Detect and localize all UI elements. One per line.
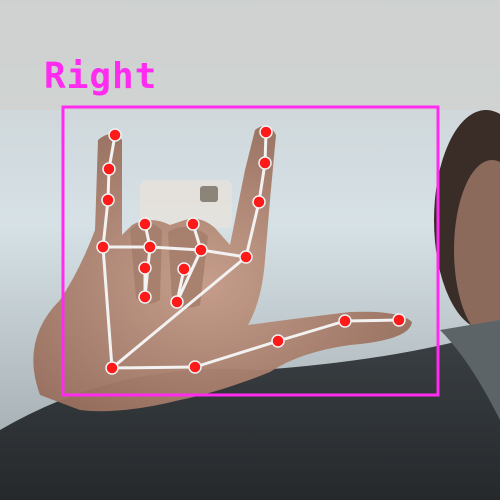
hand-landmark-point <box>252 195 266 209</box>
hand-landmark-point <box>338 314 352 328</box>
person-shirt <box>0 330 500 500</box>
hand-landmark-point <box>239 250 253 264</box>
hand-landmark-point <box>105 361 119 375</box>
landmark-connection <box>101 245 114 370</box>
hand-bounding-box <box>61 105 440 397</box>
landmark-connection <box>148 245 203 252</box>
hand-landmark-point <box>186 217 200 231</box>
hand-landmark-point <box>96 240 110 254</box>
wall-fixture-knob <box>200 186 218 202</box>
hand-landmark-point <box>143 240 157 254</box>
person-face <box>454 160 500 340</box>
hand-landmark-point <box>101 193 115 207</box>
hand-landmark-point <box>102 162 116 176</box>
hand-landmark-point <box>138 217 152 231</box>
hand-landmark-point <box>392 313 406 327</box>
landmark-connection <box>175 248 203 304</box>
landmark-connection <box>110 365 197 370</box>
hand-landmark-point <box>138 261 152 275</box>
hand-landmark-point <box>170 295 184 309</box>
hand-silhouette <box>33 126 412 412</box>
hand-landmark-point <box>108 128 122 142</box>
landmark-connection <box>101 198 110 249</box>
landmark-connection <box>343 318 401 323</box>
landmark-connection <box>199 248 248 259</box>
hand-landmark-point <box>188 360 202 374</box>
hand-landmark-point <box>259 125 273 139</box>
hand-landmarks <box>96 125 406 375</box>
hand-landmark-point <box>138 290 152 304</box>
shirt-collar <box>440 320 500 420</box>
hand-landmark-point <box>271 334 285 348</box>
landmark-connection <box>276 319 347 343</box>
hand-landmark-point <box>258 156 272 170</box>
landmark-connection <box>244 200 261 259</box>
hand-landmark-point <box>177 262 191 276</box>
landmark-connection <box>193 339 280 369</box>
upper-wall <box>0 0 500 110</box>
hand-landmark-point <box>194 243 208 257</box>
handedness-label: Right <box>44 56 158 97</box>
landmark-connection <box>110 255 248 370</box>
